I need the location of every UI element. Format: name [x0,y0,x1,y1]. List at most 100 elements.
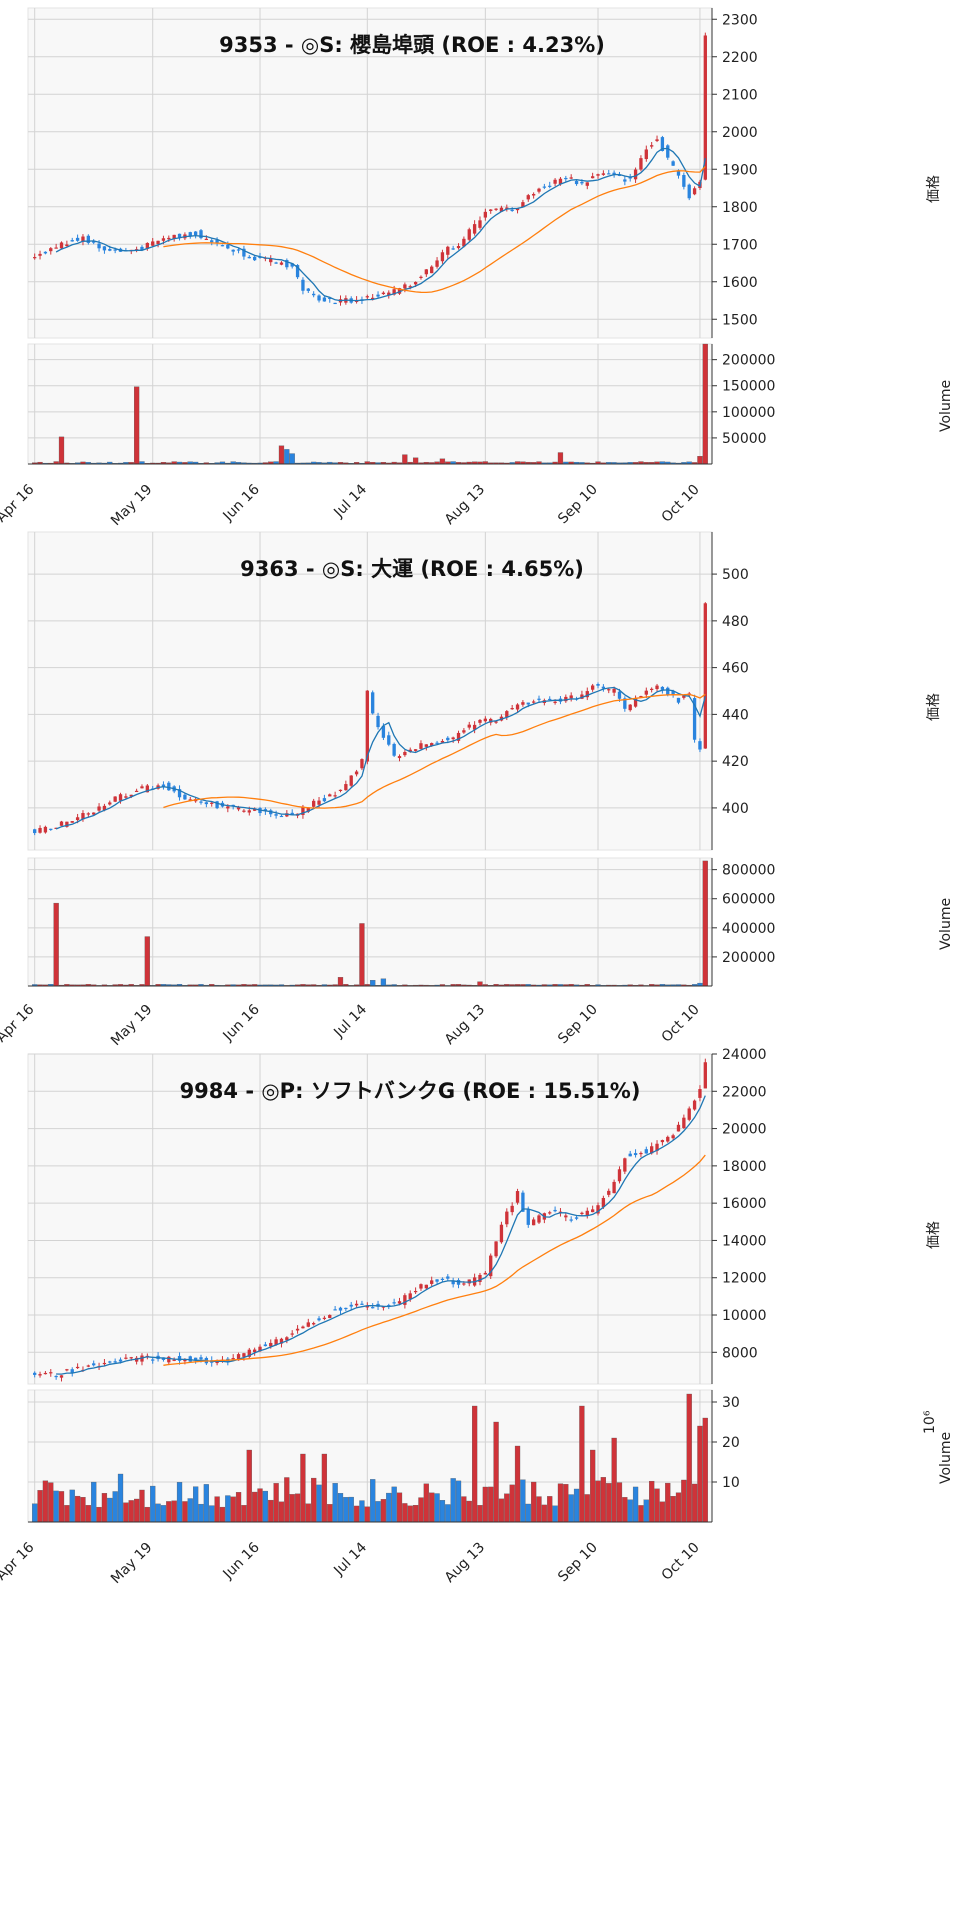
price-y-tick-label: 18000 [722,1159,767,1175]
x-tick-label: Jun 16 [220,481,263,524]
candle [279,814,284,818]
candle-body [590,685,595,690]
candle-body [607,1190,611,1195]
volume-bar [525,1503,531,1523]
candle-body [177,233,182,238]
chart-panel-3: Apr 16 May 19 Jun 16 Jul 14 Aug 13 Sep 10 Oct … [0,1047,954,1587]
volume-bar [278,1501,285,1523]
candle [344,1307,348,1312]
candle [698,1085,702,1102]
candle-body [215,239,219,243]
candle-body [558,178,563,185]
volume-bar [359,1500,365,1523]
candle [446,1274,450,1281]
candle-body [295,265,300,278]
price-y-tick-label: 1900 [722,162,758,178]
volume-bar [622,1497,628,1523]
volume-bar [123,1502,129,1523]
candle [295,1325,300,1334]
candle [193,231,198,239]
candle-body [607,173,611,175]
candle-body [413,749,418,751]
volume-bar [176,1482,183,1523]
volume-bar [520,1479,526,1523]
candle [33,828,37,836]
candle-body [553,1209,557,1212]
candle [258,252,262,259]
candle-body [537,698,541,700]
candle [682,1114,686,1130]
volume-bar [74,1495,81,1523]
candle-body [403,1295,407,1305]
candle [43,251,48,255]
volume-bar [412,457,419,465]
volume-bar [702,1417,708,1523]
candle-body [397,756,402,759]
candle-body [242,1353,246,1357]
candle-body [258,256,262,258]
candle-body [617,1169,622,1182]
candle-body [344,1307,348,1310]
candle [338,789,343,793]
candle [70,1367,74,1377]
candle [354,1300,359,1309]
candle-body [644,690,648,695]
candle [38,825,42,834]
volume-bar [117,1473,124,1523]
candle [569,174,573,180]
volume-bar [514,1445,521,1523]
volume-bar [91,1481,97,1523]
moving-average-short-line [56,1095,706,1375]
candle-body [365,690,369,762]
candle-body [526,195,530,200]
candle [537,1214,541,1224]
candle-body [199,230,203,239]
candle [252,255,257,262]
candle-body [306,288,310,291]
candle [639,155,643,172]
x-tick-label: Oct 10 [659,1540,703,1584]
volume-bar [466,1500,472,1523]
candle [344,780,348,791]
candle-body [467,229,471,240]
candle-body [247,810,251,813]
candle-body [140,246,144,251]
candle [515,1188,520,1205]
candle-body [633,698,638,707]
candle-body [43,826,48,833]
candle [43,1371,48,1375]
candle-body [92,1363,96,1366]
price-y-axis-label: 価格 [926,693,942,721]
candle-body [102,1362,107,1365]
x-tick-label: Oct 10 [659,1002,703,1046]
candle [451,736,455,743]
candle [489,1253,493,1280]
candle [612,1179,616,1194]
candle [639,1151,643,1158]
candle [655,683,659,692]
chart-panel-1: Apr 16 May 19 Jun 16 Jul 14 Aug 13 Sep 10 Oct … [0,7,954,529]
volume-bar [450,1478,456,1523]
candle-body [124,1357,128,1359]
candle [312,291,316,298]
volume-bar [370,1479,376,1523]
candle [376,712,380,730]
candle-body [494,721,498,723]
candle [692,186,697,196]
x-tick-label: Oct 10 [659,482,703,526]
candle [607,688,611,694]
volume-bar [214,1496,220,1523]
candle [75,234,80,242]
candle [526,193,530,202]
candle-body [65,1369,69,1371]
candle [553,178,557,187]
candle-body [317,295,321,301]
candle-body [671,1135,675,1139]
candle-body [392,743,396,756]
candle [505,1208,509,1228]
candle-body [236,807,241,810]
price-y-tick-label: 500 [722,567,749,583]
candle-body [666,1136,670,1142]
candle [92,239,96,245]
